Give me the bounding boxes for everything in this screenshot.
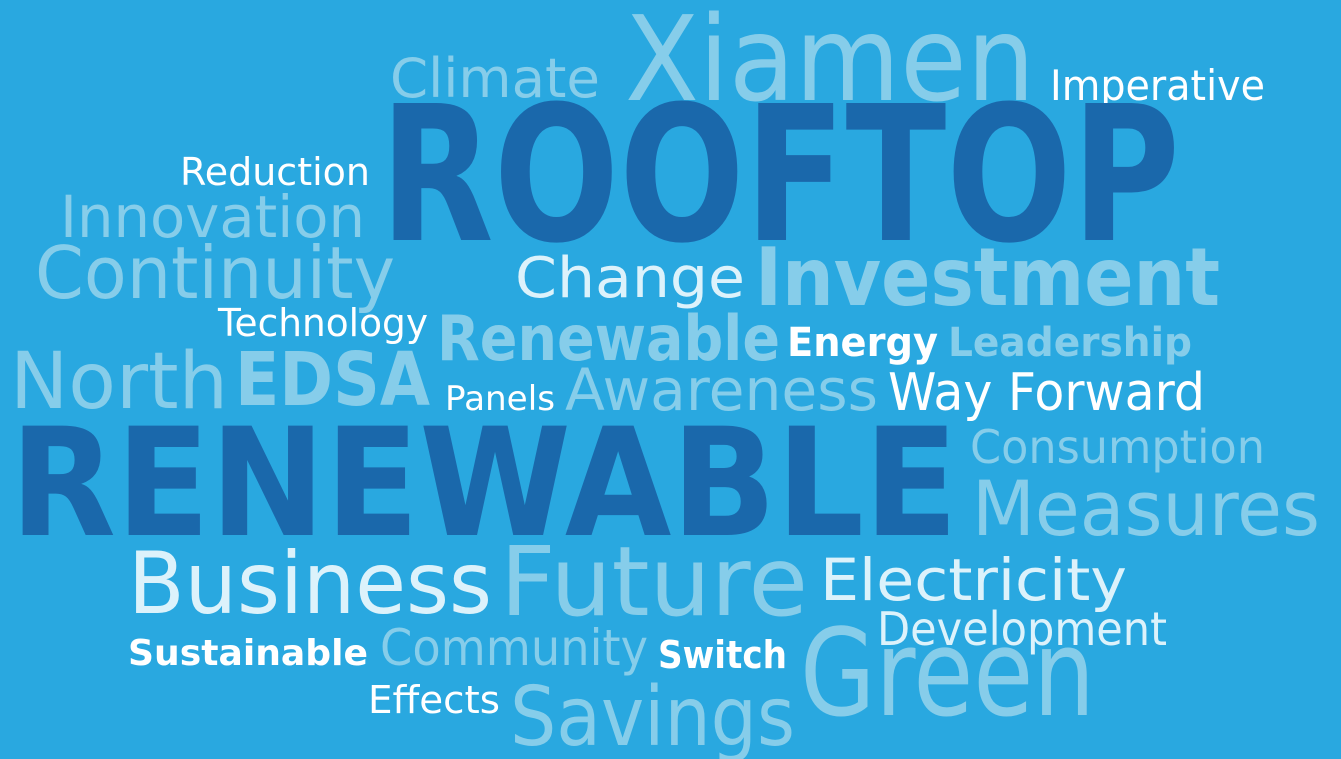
word: Xiamen: [625, 0, 1035, 128]
word: North: [10, 337, 228, 427]
word: Electricity: [820, 546, 1127, 614]
word: Consumption: [970, 420, 1265, 474]
word: Investment: [755, 231, 1220, 324]
word: Innovation: [60, 183, 365, 251]
word: Savings: [510, 670, 795, 759]
word: Green: [800, 605, 1095, 744]
word: Sustainable: [128, 633, 368, 674]
word: RENEWABLE: [10, 397, 958, 571]
word: Way Forward: [888, 363, 1205, 423]
word: Effects: [368, 678, 500, 722]
word: Reduction: [180, 150, 370, 194]
word: Switch: [658, 633, 787, 677]
word: Leadership: [948, 320, 1192, 366]
word: Technology: [217, 301, 428, 345]
word: Awareness: [565, 356, 878, 424]
word: Development: [877, 602, 1167, 656]
word: Imperative: [1050, 61, 1265, 110]
word: Future: [500, 526, 808, 638]
word: Continuity: [35, 231, 395, 315]
word: Climate: [390, 47, 600, 110]
word: Measures: [972, 464, 1320, 553]
word: ROOFTOP: [380, 66, 1180, 285]
word: Energy: [787, 320, 938, 366]
word: Panels: [445, 379, 555, 419]
word: Community: [380, 619, 648, 677]
word: Renewable: [437, 302, 780, 375]
word: EDSA: [235, 337, 430, 423]
word: Change: [515, 246, 745, 311]
word: Business: [128, 534, 492, 634]
